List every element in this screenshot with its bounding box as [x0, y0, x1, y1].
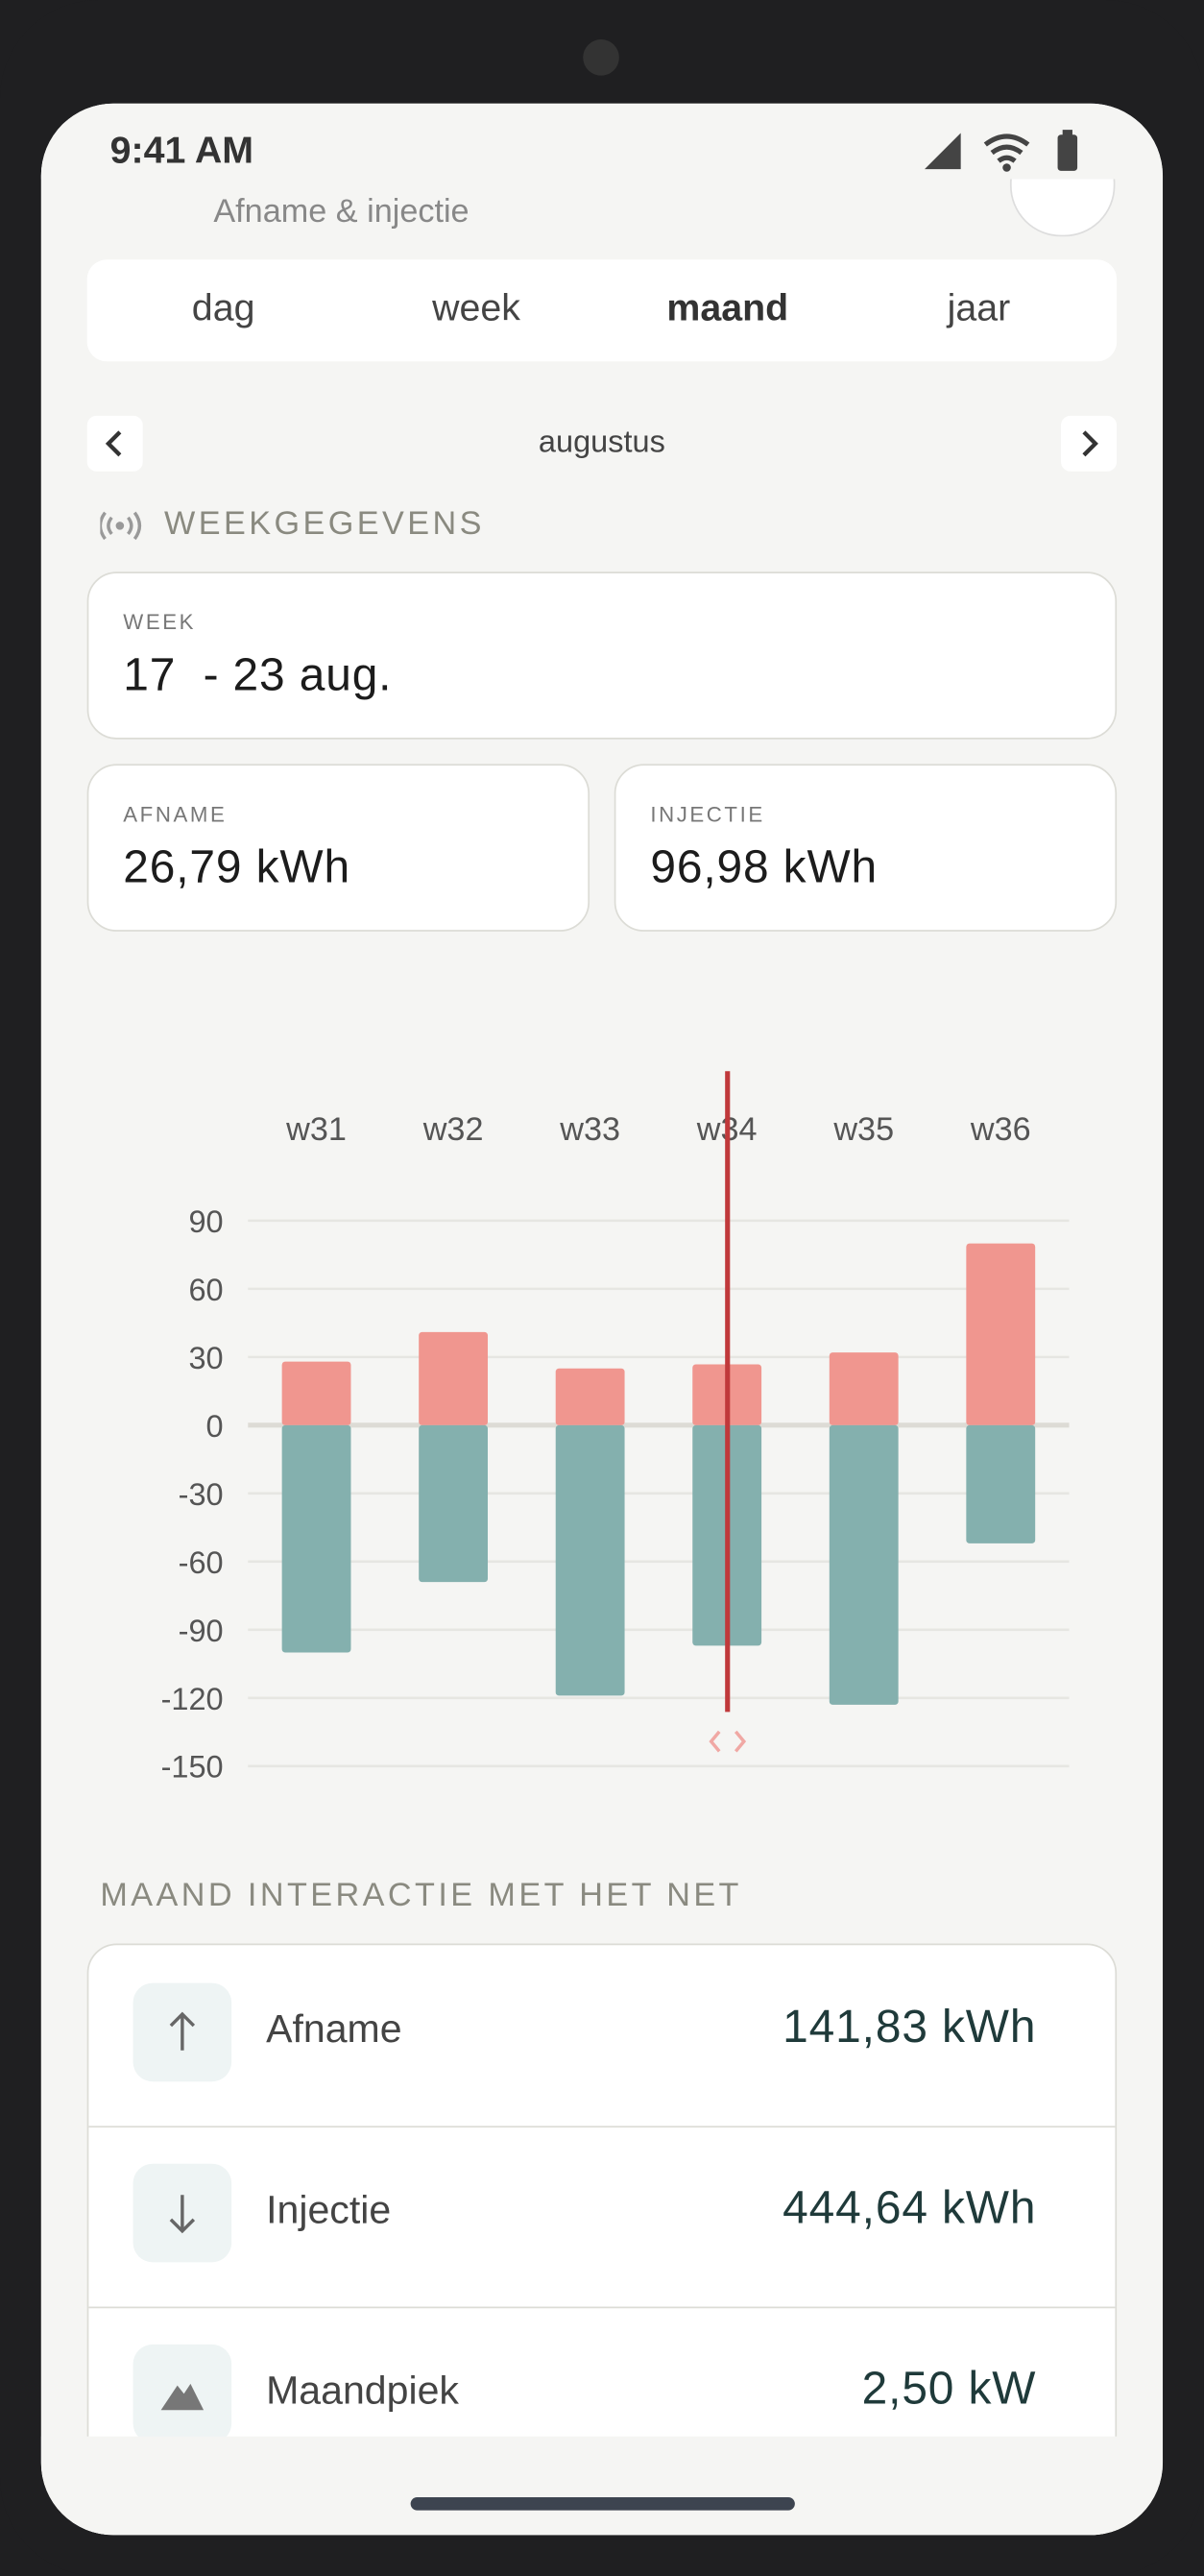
- row-icon: [132, 2344, 232, 2443]
- y-tick-label: 0: [206, 1409, 224, 1444]
- bar: [419, 1424, 489, 1583]
- x-tick-label: w36: [970, 1111, 1031, 1148]
- bar: [829, 1424, 899, 1705]
- status-time: 9:41 AM: [109, 128, 254, 171]
- injectie-card: INJECTIE 96,98 kWh: [614, 764, 1118, 932]
- y-tick-label: -60: [179, 1545, 224, 1580]
- y-tick-label: -150: [161, 1750, 224, 1785]
- section-title: WEEKGEGEVENS: [164, 505, 485, 543]
- x-tick-label: w31: [285, 1111, 347, 1148]
- tab[interactable]: jaar: [947, 285, 1011, 329]
- y-tick-label: 30: [188, 1341, 223, 1375]
- y-tick-label: 90: [188, 1204, 223, 1239]
- week-card: WEEK 17 - 23 aug.: [86, 571, 1118, 740]
- tab[interactable]: week: [432, 285, 520, 329]
- row-value: 444,64 kWh: [783, 2181, 1037, 2233]
- row-label: Maandpiek: [266, 2369, 459, 2414]
- y-tick-label: -30: [179, 1477, 224, 1512]
- x-tick-label: w33: [559, 1111, 620, 1148]
- camera: [583, 39, 619, 76]
- cursor-handle[interactable]: [709, 1730, 747, 1753]
- tab-active[interactable]: maand: [666, 285, 789, 329]
- tab[interactable]: dag: [191, 285, 255, 329]
- y-tick-label: -90: [179, 1614, 224, 1648]
- subtitle: Afname & injectie: [213, 193, 470, 231]
- status-bar: [40, 103, 1164, 180]
- x-tick-label: w32: [422, 1111, 484, 1148]
- home-indicator[interactable]: [410, 2496, 795, 2511]
- afname-card: AFNAME 26,79 kWh: [86, 764, 590, 932]
- screen: 9:41 AM Afname & injectie dag week maand…: [40, 103, 1164, 2536]
- list-row: Injectie 444,64 kWh: [88, 2126, 1116, 2309]
- bar: [419, 1331, 489, 1425]
- tab-bar: dag week maand jaar: [86, 259, 1118, 362]
- y-tick-label: -120: [161, 1682, 224, 1716]
- list-row: Maandpiek 2,50 kW: [88, 2307, 1116, 2490]
- list-row: Afname 141,83 kWh: [88, 1945, 1116, 2128]
- bar: [555, 1424, 625, 1696]
- chart: 9060300-30-60-90-120-150w31w32w33w34w35w…: [161, 1071, 1070, 1785]
- section-icon: [100, 511, 142, 541]
- bar: [281, 1424, 351, 1653]
- bottom-bar: [40, 2436, 1164, 2536]
- status-icons: [925, 130, 1078, 172]
- row-label: Afname: [266, 2007, 402, 2053]
- y-tick-label: 60: [188, 1273, 223, 1307]
- row-value: 141,83 kWh: [783, 2001, 1037, 2053]
- bar: [281, 1361, 351, 1425]
- bar: [966, 1424, 1036, 1543]
- row-icon: [132, 2163, 232, 2263]
- x-tick-label: w35: [832, 1111, 894, 1148]
- card-label: INJECTIE: [650, 801, 765, 827]
- month-title: MAAND INTERACTIE MET HET NET: [100, 1878, 742, 1914]
- row-label: Injectie: [266, 2188, 392, 2233]
- card-value: 26,79 kWh: [123, 840, 350, 892]
- bar: [966, 1243, 1036, 1425]
- row-icon: [132, 1982, 232, 2082]
- next-button[interactable]: [1060, 415, 1118, 472]
- card-value: 17 - 23 aug.: [123, 648, 393, 700]
- card-value: 96,98 kWh: [650, 840, 879, 892]
- row-value: 2,50 kW: [861, 2362, 1037, 2414]
- bar: [829, 1352, 899, 1425]
- card-label: WEEK: [123, 609, 197, 635]
- card-label: AFNAME: [123, 801, 228, 827]
- period: augustus: [538, 425, 665, 460]
- prev-button[interactable]: [86, 415, 143, 472]
- bar: [555, 1368, 625, 1425]
